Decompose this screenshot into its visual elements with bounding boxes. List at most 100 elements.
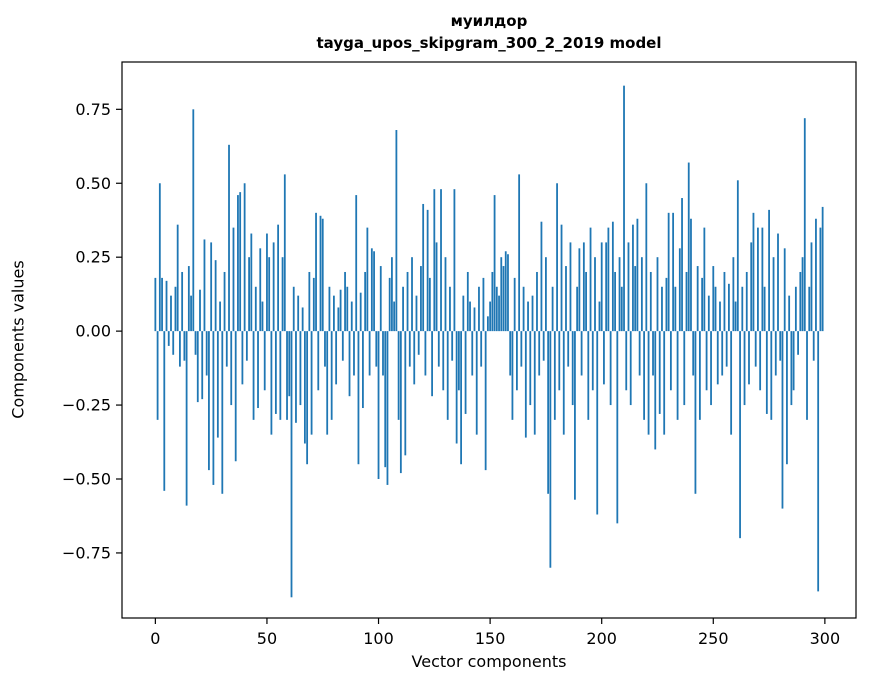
bar <box>821 206 824 332</box>
y-tick-label: 0.00 <box>75 322 111 341</box>
bar <box>547 331 550 494</box>
bar <box>710 331 712 406</box>
bar <box>283 174 286 332</box>
bar <box>232 227 235 332</box>
bar <box>611 221 614 332</box>
bar <box>406 271 409 332</box>
x-tick-label: 50 <box>257 629 277 648</box>
bar <box>681 198 683 332</box>
y-tick-label: −0.25 <box>62 396 111 415</box>
bar <box>288 331 291 397</box>
bar <box>752 212 755 332</box>
bar <box>388 277 391 332</box>
bar <box>739 331 741 539</box>
bar <box>672 212 675 332</box>
bar <box>770 331 773 420</box>
x-tick-label: 300 <box>810 629 841 648</box>
bar <box>319 215 322 332</box>
bar <box>270 331 273 435</box>
bar <box>743 331 746 406</box>
bar <box>348 331 351 397</box>
bar <box>286 331 288 420</box>
bar <box>250 233 253 332</box>
bar <box>324 331 326 367</box>
bar <box>328 286 331 332</box>
bar <box>245 331 248 361</box>
bar <box>707 295 710 332</box>
bar <box>333 295 335 332</box>
bar <box>696 266 699 332</box>
bar <box>415 295 418 332</box>
bar <box>607 227 610 332</box>
bar <box>486 316 489 332</box>
bar <box>694 331 697 494</box>
x-tick-label: 0 <box>150 629 160 648</box>
bar <box>478 286 480 332</box>
bar <box>161 277 163 332</box>
bar <box>698 331 701 420</box>
bar <box>687 162 690 332</box>
bar <box>208 331 210 471</box>
bar <box>589 227 592 332</box>
bar <box>375 331 378 367</box>
bar <box>435 242 438 332</box>
bar <box>335 331 338 385</box>
bar <box>346 286 349 332</box>
bar <box>254 286 257 332</box>
bar <box>493 195 496 332</box>
bar <box>303 331 306 444</box>
bar <box>179 331 181 367</box>
bar <box>618 257 621 332</box>
bar <box>652 331 654 376</box>
bar <box>210 242 213 332</box>
bar <box>440 189 442 332</box>
y-tick-label: 0.75 <box>75 100 111 119</box>
bar <box>337 307 340 332</box>
bar <box>801 257 804 332</box>
bar <box>417 331 420 355</box>
bar <box>783 248 786 332</box>
bar <box>609 331 612 406</box>
bar <box>397 331 400 420</box>
bar <box>569 242 572 332</box>
bar <box>370 248 373 332</box>
bar <box>424 331 427 376</box>
bar <box>754 331 757 367</box>
bar <box>194 331 197 355</box>
bar <box>212 331 215 485</box>
bar <box>408 331 411 367</box>
bar <box>221 331 224 494</box>
bar <box>359 292 362 332</box>
bar <box>779 331 782 361</box>
bar <box>500 257 503 332</box>
bar <box>411 257 413 332</box>
bar <box>181 271 184 332</box>
x-axis-label: Vector components <box>411 652 567 671</box>
bar <box>797 331 799 355</box>
bar <box>511 331 514 420</box>
bar <box>426 209 429 332</box>
bar <box>705 331 708 391</box>
bar <box>732 257 735 332</box>
bar <box>241 331 244 385</box>
bar <box>422 203 425 332</box>
bar <box>716 331 719 385</box>
bar <box>379 266 382 332</box>
bar <box>728 283 730 332</box>
bar <box>330 331 333 420</box>
bar <box>154 277 157 332</box>
bar <box>620 286 623 332</box>
bar <box>667 212 670 332</box>
bar <box>719 301 721 332</box>
bar <box>786 331 788 465</box>
bar <box>350 301 353 332</box>
bar <box>603 331 605 385</box>
bar <box>788 295 791 332</box>
bar <box>453 189 456 332</box>
bar <box>281 257 284 332</box>
bar <box>799 271 802 332</box>
x-tick-label: 100 <box>363 629 394 648</box>
bar <box>647 331 650 435</box>
bar <box>654 331 657 450</box>
bar <box>502 266 505 332</box>
